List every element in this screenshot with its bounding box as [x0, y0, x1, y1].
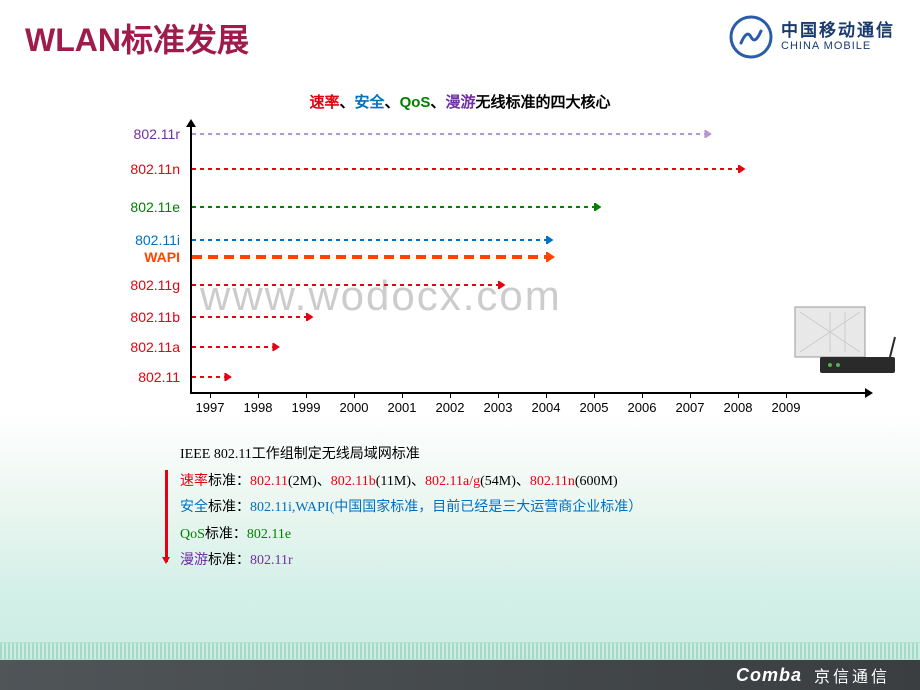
comba-logo-cn: 京信通信 — [814, 663, 890, 687]
footer: Comba 京信通信 — [0, 642, 920, 690]
description-segment: 标准： — [208, 500, 250, 515]
description-segment: 标准： — [208, 474, 250, 489]
subtitle-part: 漫游 — [445, 94, 475, 111]
footer-pattern — [0, 642, 920, 660]
x-tick — [450, 392, 451, 398]
x-tick — [642, 392, 643, 398]
description-segment: 标准： — [208, 553, 250, 568]
subtitle-part: 、 — [340, 94, 355, 111]
description-segment: (2M)、 — [288, 474, 331, 489]
page-title: WLAN标准发展 — [25, 15, 249, 61]
description-block: IEEE 802.11工作组制定无线局域网标准速率标准：802.11(2M)、8… — [180, 442, 860, 575]
timeline-arrow — [192, 236, 558, 244]
x-tick — [306, 392, 307, 398]
y-axis-label: 802.11n — [110, 161, 180, 177]
description-segment: (600M) — [575, 474, 618, 489]
y-axis-label: 802.11 — [110, 369, 180, 385]
x-tick-label: 2003 — [478, 400, 518, 415]
description-line: IEEE 802.11工作组制定无线局域网标准 — [180, 442, 860, 469]
description-segment: QoS — [180, 527, 205, 542]
description-segment: 802.11i,WAPI(中国国家标准，目前已经是三大运营商企业标准） — [250, 500, 642, 515]
x-tick — [546, 392, 547, 398]
header: WLAN标准发展 中国移动通信 CHINA MOBILE — [0, 0, 920, 61]
china-mobile-logo: 中国移动通信 CHINA MOBILE — [729, 15, 895, 59]
description-segment: 802.11b — [331, 474, 376, 489]
logo-cn-text: 中国移动通信 — [781, 22, 895, 41]
y-axis-label: 802.11e — [110, 199, 180, 215]
x-tick-label: 2000 — [334, 400, 374, 415]
x-tick — [498, 392, 499, 398]
timeline-arrow — [192, 373, 236, 381]
description-segment: 802.11n — [530, 474, 575, 489]
description-side-arrow — [165, 470, 168, 562]
x-tick-label: 1997 — [190, 400, 230, 415]
x-tick-label: 2009 — [766, 400, 806, 415]
description-segment: 802.11 — [250, 474, 288, 489]
timeline-arrow — [192, 165, 750, 173]
timeline-arrow — [192, 130, 716, 138]
x-tick — [402, 392, 403, 398]
china-mobile-icon — [729, 15, 773, 59]
x-tick — [786, 392, 787, 398]
x-tick-label: 2002 — [430, 400, 470, 415]
subtitle-part: 速率 — [310, 94, 340, 111]
timeline-arrow — [192, 343, 284, 351]
subtitle-part: QoS — [400, 94, 431, 111]
y-axis-label: 802.11r — [110, 126, 180, 142]
description-segment: IEEE 802.11工作组制定无线局域网标准 — [180, 447, 420, 462]
timeline-arrow — [192, 252, 558, 262]
y-axis-label: 802.11g — [110, 277, 180, 293]
description-line: 漫游标准：802.11r — [180, 548, 860, 575]
description-segment: (54M)、 — [480, 474, 530, 489]
x-tick-label: 2004 — [526, 400, 566, 415]
x-tick — [354, 392, 355, 398]
y-axis-label: 802.11a — [110, 339, 180, 355]
x-tick-label: 1998 — [238, 400, 278, 415]
y-axis-label: 802.11b — [110, 309, 180, 325]
subtitle-part: 、 — [430, 94, 445, 111]
logo-en-text: CHINA MOBILE — [781, 40, 895, 52]
x-tick-label: 1999 — [286, 400, 326, 415]
subtitle-part: 安全 — [355, 94, 385, 111]
x-axis — [190, 392, 870, 394]
y-axis-label: WAPI — [110, 249, 180, 265]
description-segment: (11M)、 — [376, 474, 425, 489]
timeline-chart: www.wodocx.com 802.11r802.11n802.11e802.… — [110, 122, 860, 412]
subtitle-part: 、 — [385, 94, 400, 111]
x-tick — [690, 392, 691, 398]
description-segment: 标准： — [205, 527, 247, 542]
footer-bar: Comba 京信通信 — [0, 660, 920, 690]
description-line: 安全标准：802.11i,WAPI(中国国家标准，目前已经是三大运营商企业标准） — [180, 495, 860, 522]
x-tick — [258, 392, 259, 398]
description-segment: 安全 — [180, 500, 208, 515]
timeline-arrow — [192, 313, 318, 321]
x-tick — [210, 392, 211, 398]
description-line: 速率标准：802.11(2M)、802.11b(11M)、802.11a/g(5… — [180, 469, 860, 496]
x-tick-label: 2006 — [622, 400, 662, 415]
comba-logo-en: Comba — [736, 665, 802, 686]
x-tick-label: 2007 — [670, 400, 710, 415]
x-tick — [594, 392, 595, 398]
y-axis-label: 802.11i — [110, 232, 180, 248]
x-tick-label: 2008 — [718, 400, 758, 415]
description-segment: 802.11r — [250, 553, 293, 568]
description-segment: 漫游 — [180, 553, 208, 568]
description-segment: 802.11e — [247, 527, 291, 542]
x-tick-label: 2005 — [574, 400, 614, 415]
x-tick-label: 2001 — [382, 400, 422, 415]
x-tick — [738, 392, 739, 398]
timeline-arrow — [192, 281, 510, 289]
device-icon — [790, 302, 900, 377]
description-line: QoS标准：802.11e — [180, 522, 860, 549]
subtitle-part: 无线标准的四大核心 — [475, 94, 610, 111]
description-segment: 速率 — [180, 474, 208, 489]
timeline-arrow — [192, 203, 606, 211]
subtitle: 速率、安全、QoS、漫游无线标准的四大核心 — [0, 61, 920, 122]
description-segment: 802.11a/g — [425, 474, 480, 489]
